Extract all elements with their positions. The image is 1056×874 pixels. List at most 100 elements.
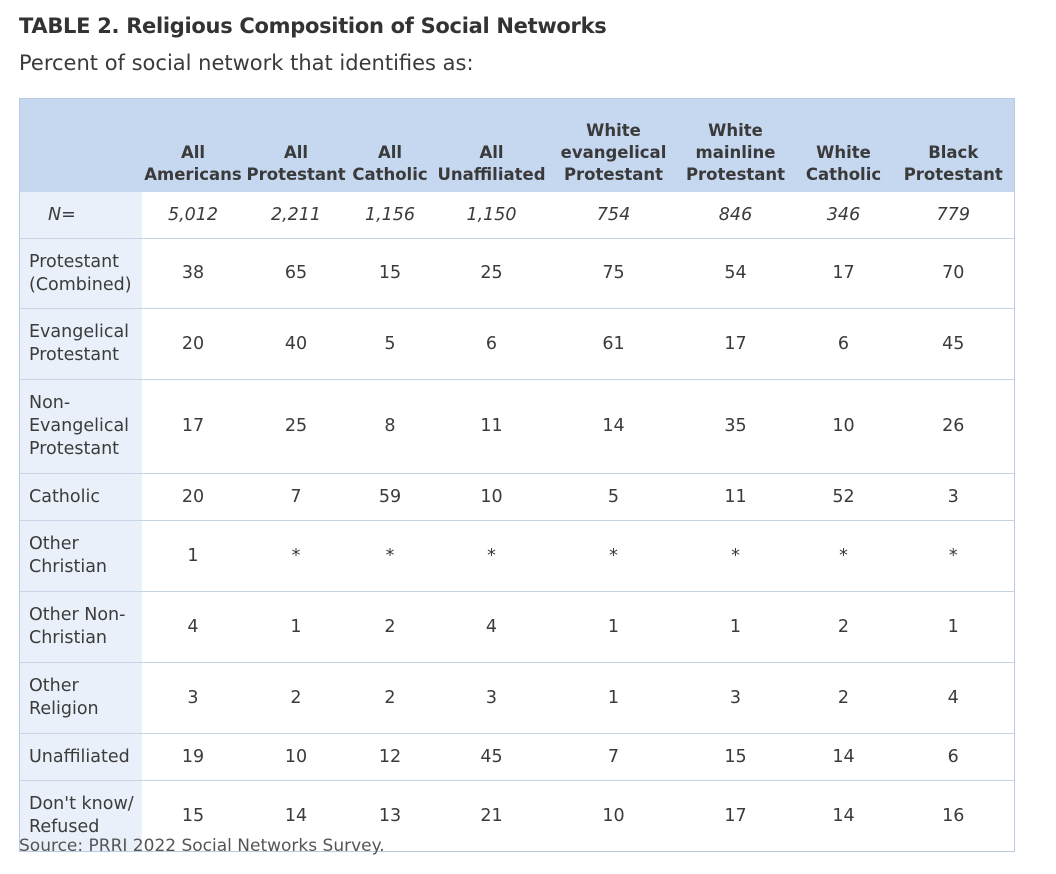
table-cell: 2 [347, 662, 433, 734]
table-cell: 10 [550, 780, 677, 852]
table-cell: 6 [432, 308, 551, 380]
column-header-line: Black [928, 143, 979, 162]
row-label: Catholic [19, 473, 142, 521]
table-cell: 2 [794, 662, 893, 734]
table-title: TABLE 2. Religious Composition of Social… [19, 14, 607, 38]
source-note: Source: PRRI 2022 Social Networks Survey… [19, 836, 385, 856]
table-cell: 2 [347, 591, 433, 663]
table-cell: 1 [550, 591, 677, 663]
row-label: Don't know/Refused [19, 780, 142, 852]
column-header-line: Unaffiliated [437, 165, 546, 184]
sample-size-cell: 779 [936, 204, 970, 225]
column-header: White evangelical Protestant [550, 98, 677, 192]
table-cell: 2 [244, 662, 348, 734]
table-cell: 70 [892, 238, 1015, 309]
table-cell: 45 [892, 308, 1015, 380]
column-header: All Americans [141, 98, 245, 192]
table-cell: 5 [550, 473, 677, 521]
table-cell: 75 [550, 238, 677, 309]
table-cell: 4 [892, 662, 1015, 734]
row-label: Evangelical Protestant [19, 308, 142, 380]
table-cell: * [794, 520, 893, 592]
row-label-line: Catholic [29, 486, 100, 507]
table-row: Evangelical Protestant 20 40 5 6 61 17 6 45 [19, 308, 1015, 380]
column-header: All Unaffiliated [432, 98, 551, 192]
column-header-line: White [816, 143, 871, 162]
table-cell: 11 [432, 379, 551, 474]
column-header-line: Protestant [246, 165, 346, 184]
table-subtitle: Percent of social network that identifie… [19, 51, 474, 75]
table-cell: 20 [141, 473, 245, 521]
table-cell: 4 [432, 591, 551, 663]
table-cell: 1 [244, 591, 348, 663]
table-row: Other Christian 1 * * * * * * * [19, 520, 1015, 592]
table-cell: 15 [347, 238, 433, 309]
column-header-line: Catholic [805, 165, 882, 184]
table-cell: 52 [794, 473, 893, 521]
table-cell: 1 [550, 662, 677, 734]
table-row: Catholic 20 7 59 10 5 11 52 3 [19, 473, 1015, 521]
table-cell: * [676, 520, 795, 592]
table-cell: 14 [244, 780, 348, 852]
column-header-line: All [283, 143, 309, 162]
row-label-line: Protestant [29, 251, 120, 272]
table-cell: * [892, 520, 1015, 592]
table-cell: 35 [676, 379, 795, 474]
row-label-line: Other Non- [29, 605, 126, 625]
table-cell: 6 [794, 308, 893, 380]
row-label-line: Evangelical [29, 416, 130, 436]
column-header-line: mainline [695, 143, 776, 162]
table-cell: 45 [432, 733, 551, 781]
table-cell: 17 [676, 308, 795, 380]
row-label-line: Unaffiliated [29, 746, 130, 767]
row-label: Protestant (Combined) [19, 238, 142, 309]
table-cell: 3 [141, 662, 245, 734]
table-cell: 1 [676, 591, 795, 663]
column-header: White Catholic [794, 98, 893, 192]
row-label: Other Non- Christian [19, 591, 142, 663]
row-label-line: Christian [29, 557, 108, 577]
table-cell: 7 [550, 733, 677, 781]
sample-size-cell: 346 [826, 204, 861, 225]
table-cell: 11 [676, 473, 795, 521]
row-label-line: Other [29, 534, 79, 554]
table-cell: 13 [347, 780, 433, 852]
table-cell: 25 [432, 238, 551, 309]
row-label-line: Protestant [29, 439, 120, 459]
row-label: Other Religion [19, 662, 142, 734]
table-cell: 10 [432, 473, 551, 521]
table-row: Other Religion 3 2 2 3 1 3 2 4 [19, 662, 1015, 734]
row-label: Non- Evangelical Protestant [19, 379, 142, 474]
table-cell: 19 [141, 733, 245, 781]
table-cell: 61 [550, 308, 677, 380]
table-header-row: All Americans All Protestant All Catholic All U… [19, 98, 1015, 192]
table-cell: 7 [244, 473, 348, 521]
row-label: Unaffiliated [19, 733, 142, 781]
table-row: Other Non- Christian 4 1 2 4 1 1 2 1 [19, 591, 1015, 663]
table-cell: 14 [550, 379, 677, 474]
table-cell: 21 [432, 780, 551, 852]
table-cell: 59 [347, 473, 433, 521]
row-label-line: Religion [29, 699, 99, 719]
column-header-line: White [708, 121, 763, 140]
table-cell: 17 [676, 780, 795, 852]
table-cell: 3 [676, 662, 795, 734]
column-header-line: Protestant [685, 165, 786, 184]
table-cell: 54 [676, 238, 795, 309]
table-cell: 16 [892, 780, 1015, 852]
column-header: Black Protestant [892, 98, 1015, 192]
sample-size-cell: 754 [596, 204, 631, 225]
row-label-line: Refused [29, 817, 100, 837]
sample-size-cell: 2,211 [270, 204, 322, 225]
table-cell: 5 [347, 308, 433, 380]
table-cell: 26 [892, 379, 1015, 474]
table-cell: 10 [244, 733, 348, 781]
table-cell: 8 [347, 379, 433, 474]
table-cell: 17 [794, 238, 893, 309]
table-cell: 15 [141, 780, 245, 852]
table-cell: 3 [892, 473, 1015, 521]
table-row: Unaffiliated 19 10 12 45 7 15 14 6 [19, 733, 1015, 781]
column-header-line: Protestant [563, 165, 664, 184]
row-label-line: (Combined) [29, 274, 132, 295]
column-header: All Protestant [244, 98, 348, 192]
